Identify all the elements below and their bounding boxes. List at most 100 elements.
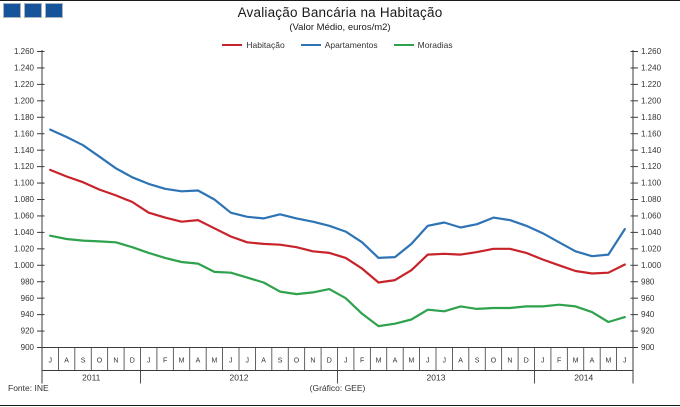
legend-item-habitacao: Habitação	[222, 40, 285, 50]
series-line-apartamentos	[49, 128, 626, 259]
month-letter-label: M	[408, 358, 414, 365]
y-tick-label-right: 1.180	[641, 113, 662, 122]
y-tick-label-left: 1.160	[14, 129, 35, 138]
month-letter-label: A	[196, 358, 201, 365]
month-letter-label: O	[97, 358, 103, 365]
month-letter-label: N	[507, 358, 512, 365]
month-letter-label: J	[344, 358, 348, 365]
year-label: 2012	[230, 373, 249, 383]
y-tick-label-left: 1.180	[14, 113, 35, 122]
y-tick-label-left: 1.080	[14, 195, 35, 204]
legend-line-swatch-red	[222, 43, 243, 47]
top-border-line	[0, 0, 680, 1]
month-letter-label: J	[442, 358, 446, 365]
series-line-habitacao	[49, 168, 626, 284]
month-letter-label: S	[278, 358, 283, 365]
y-tick-label-left: 1.100	[14, 179, 35, 188]
legend-line-swatch-green	[393, 43, 414, 47]
month-letter-label: A	[261, 358, 266, 365]
month-letter-label: D	[524, 358, 529, 365]
y-tick-label-left: 1.140	[14, 146, 35, 155]
y-tick-label-left: 1.000	[14, 261, 35, 270]
y-tick-label-left: 1.200	[14, 96, 35, 105]
title-block: Avaliação Bancária na Habitação (Valor M…	[0, 5, 680, 33]
footer-credit: (Gráfico: GEE)	[309, 383, 366, 393]
y-tick-label-left: 1.260	[14, 47, 35, 56]
y-tick-label-left: 1.120	[14, 162, 35, 171]
month-letter-label: O	[294, 358, 300, 365]
month-letter-label: A	[590, 358, 595, 365]
legend-label: Apartamentos	[324, 40, 378, 50]
y-tick-label-right: 1.040	[641, 228, 662, 237]
month-letter-label: F	[360, 358, 364, 365]
month-letter-label: A	[64, 358, 69, 365]
month-letter-label: N	[310, 358, 315, 365]
chart-legend: Habitação Apartamentos Moradias	[0, 40, 675, 50]
y-tick-label-right: 900	[641, 343, 655, 352]
month-letter-label: D	[327, 358, 332, 365]
footer-source: Fonte: INE	[8, 383, 49, 393]
logo-square	[3, 3, 21, 18]
y-tick-label-left: 920	[21, 327, 35, 336]
bottom-border-line	[0, 405, 680, 406]
month-letter-label: D	[130, 358, 135, 365]
y-tick-label-right: 1.020	[641, 244, 662, 253]
y-tick-label-right: 1.000	[641, 261, 662, 270]
month-letter-label: M	[605, 358, 611, 365]
logo-three-squares	[3, 3, 63, 18]
y-tick-label-left: 940	[21, 310, 35, 319]
chart-title: Avaliação Bancária na Habitação	[237, 5, 443, 20]
month-letter-label: J	[229, 358, 233, 365]
month-letter-label: J	[147, 358, 151, 365]
month-letter-label: S	[81, 358, 86, 365]
y-tick-label-left: 1.020	[14, 244, 35, 253]
y-tick-label-right: 1.240	[641, 64, 662, 73]
year-label: 2011	[82, 373, 101, 383]
month-letter-label: A	[393, 358, 398, 365]
y-tick-label-left: 1.040	[14, 228, 35, 237]
month-letter-label: S	[475, 358, 480, 365]
y-tick-label-right: 1.060	[641, 212, 662, 221]
y-tick-label-left: 900	[21, 343, 35, 352]
legend-item-apartamentos: Apartamentos	[300, 40, 378, 50]
legend-label: Habitação	[246, 40, 285, 50]
month-letter-label: M	[573, 358, 579, 365]
legend-label: Moradias	[417, 40, 453, 50]
y-tick-label-right: 1.220	[641, 80, 662, 89]
y-tick-label-right: 1.100	[641, 179, 662, 188]
y-tick-label-right: 1.120	[641, 162, 662, 171]
chart-subtitle: (Valor Médio, euros/m2)	[289, 22, 391, 33]
month-letter-label: J	[541, 358, 545, 365]
y-tick-label-right: 980	[641, 277, 655, 286]
month-letter-label: A	[458, 358, 463, 365]
month-letter-label: F	[557, 358, 561, 365]
y-tick-label-right: 1.260	[641, 47, 662, 56]
y-tick-label-left: 1.240	[14, 64, 35, 73]
month-letter-label: J	[623, 358, 627, 365]
month-letter-label: N	[113, 358, 118, 365]
year-label: 2013	[427, 373, 446, 383]
logo-square	[24, 3, 42, 18]
y-tick-label-left: 980	[21, 277, 35, 286]
logo-square	[45, 3, 63, 18]
year-label: 2014	[574, 373, 593, 383]
y-tick-label-left: 1.220	[14, 80, 35, 89]
y-tick-label-left: 960	[21, 294, 35, 303]
month-letter-label: M	[179, 358, 185, 365]
month-letter-label: M	[211, 358, 217, 365]
legend-line-swatch-blue	[300, 43, 321, 47]
y-tick-label-left: 1.060	[14, 212, 35, 221]
y-tick-label-right: 1.160	[641, 129, 662, 138]
month-letter-label: F	[163, 358, 167, 365]
y-tick-label-right: 940	[641, 310, 655, 319]
month-letter-label: J	[426, 358, 430, 365]
y-tick-label-right: 920	[641, 327, 655, 336]
series-line-moradias	[49, 234, 626, 328]
legend-item-moradias: Moradias	[393, 40, 453, 50]
month-letter-label: M	[376, 358, 382, 365]
month-letter-label: O	[491, 358, 497, 365]
month-letter-label: J	[245, 358, 249, 365]
y-tick-label-right: 1.140	[641, 146, 662, 155]
y-tick-label-right: 1.200	[641, 96, 662, 105]
